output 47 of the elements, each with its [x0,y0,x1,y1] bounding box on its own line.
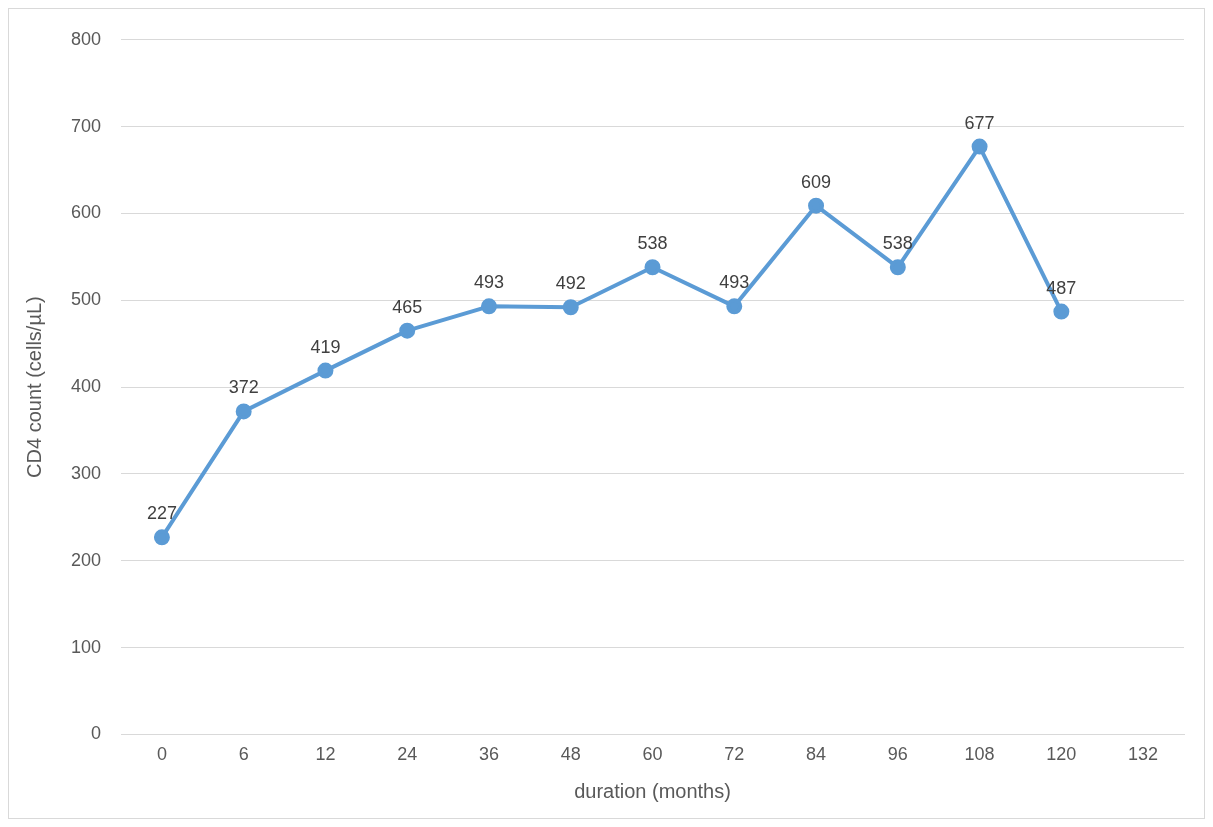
y-tick-label: 400 [70,376,102,397]
y-tick-label: 700 [70,115,102,136]
y-tick-label: 500 [70,289,102,310]
x-tick-label: 12 [315,744,336,765]
x-tick-label: 60 [642,744,663,765]
point [726,298,743,315]
data-label: 372 [228,377,259,398]
data-label: 493 [473,272,505,293]
x-tick-label: 120 [1046,744,1077,765]
x-tick-label: 48 [560,744,581,765]
x-tick-label: 72 [724,744,745,765]
x-tick-label: 36 [478,744,499,765]
y-axis-title: CD4 count (cells/µL) [22,296,45,478]
point [644,259,661,276]
data-label: 419 [310,336,341,357]
x-tick-label: 132 [1128,744,1159,765]
y-tick-label: 300 [70,462,102,483]
point [562,299,579,316]
y-tick-label: 0 [91,723,102,744]
x-axis-title: duration (months) [574,779,731,802]
y-tick-label: 200 [70,549,102,570]
point [235,403,252,420]
data-label: 677 [964,112,995,133]
point [808,197,825,214]
data-label: 492 [555,273,586,294]
y-tick-label: 800 [70,28,102,49]
x-tick-label: 24 [397,744,418,765]
data-label: 609 [801,171,832,192]
point [889,259,906,276]
point [480,298,497,315]
data-label: 538 [882,233,913,254]
point [971,138,988,155]
data-label: 493 [719,272,750,293]
data-label: 538 [637,233,668,254]
x-tick-label: 108 [964,744,995,765]
y-tick-label: 100 [70,636,102,657]
point [1053,303,1070,320]
point [317,362,334,379]
point [153,529,170,546]
y-tick-label: 600 [70,202,102,223]
data-label: 465 [392,296,423,317]
x-tick-label: 6 [238,744,249,765]
x-tick-label: 0 [156,744,167,765]
x-tick-label: 84 [806,744,827,765]
x-tick-label: 96 [887,744,908,765]
data-label: 227 [146,503,177,524]
point [399,322,416,339]
